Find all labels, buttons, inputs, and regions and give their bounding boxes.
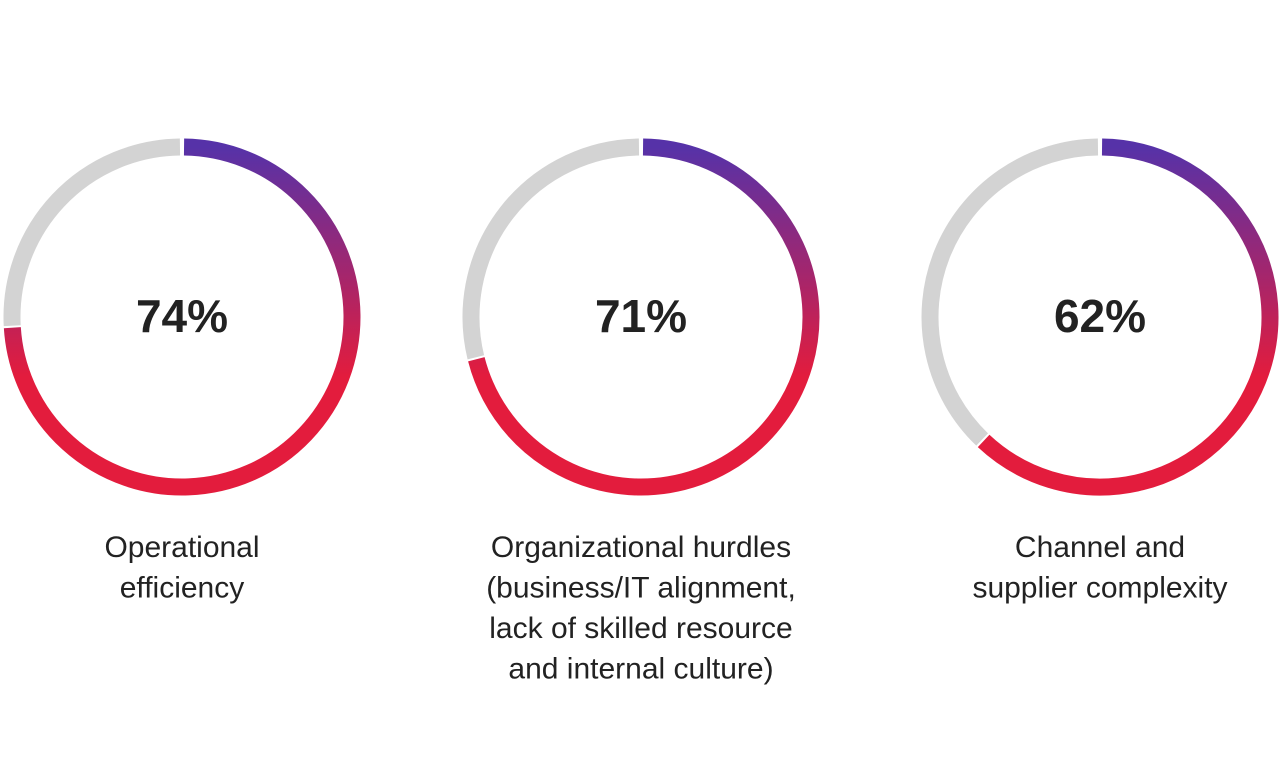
caption-line: Channel and: [1015, 531, 1185, 564]
value-arc: [3, 138, 361, 496]
value-label: 62%: [1054, 290, 1146, 342]
caption-line: and internal culture): [508, 652, 773, 685]
value-label: 74%: [136, 290, 228, 342]
value-label: 71%: [595, 290, 687, 342]
track-arc: [921, 138, 1099, 446]
value-arc: [977, 138, 1279, 496]
value-arc: [468, 138, 820, 496]
caption-line: (business/IT alignment,: [486, 571, 796, 604]
caption-line: efficiency: [120, 571, 245, 604]
caption-line: Organizational hurdles: [491, 531, 791, 564]
caption-line: lack of skilled resource: [489, 612, 792, 645]
track-arc: [3, 138, 181, 327]
track-arc: [462, 138, 640, 360]
caption-line: Operational: [104, 531, 259, 564]
caption-line: supplier complexity: [972, 571, 1227, 604]
